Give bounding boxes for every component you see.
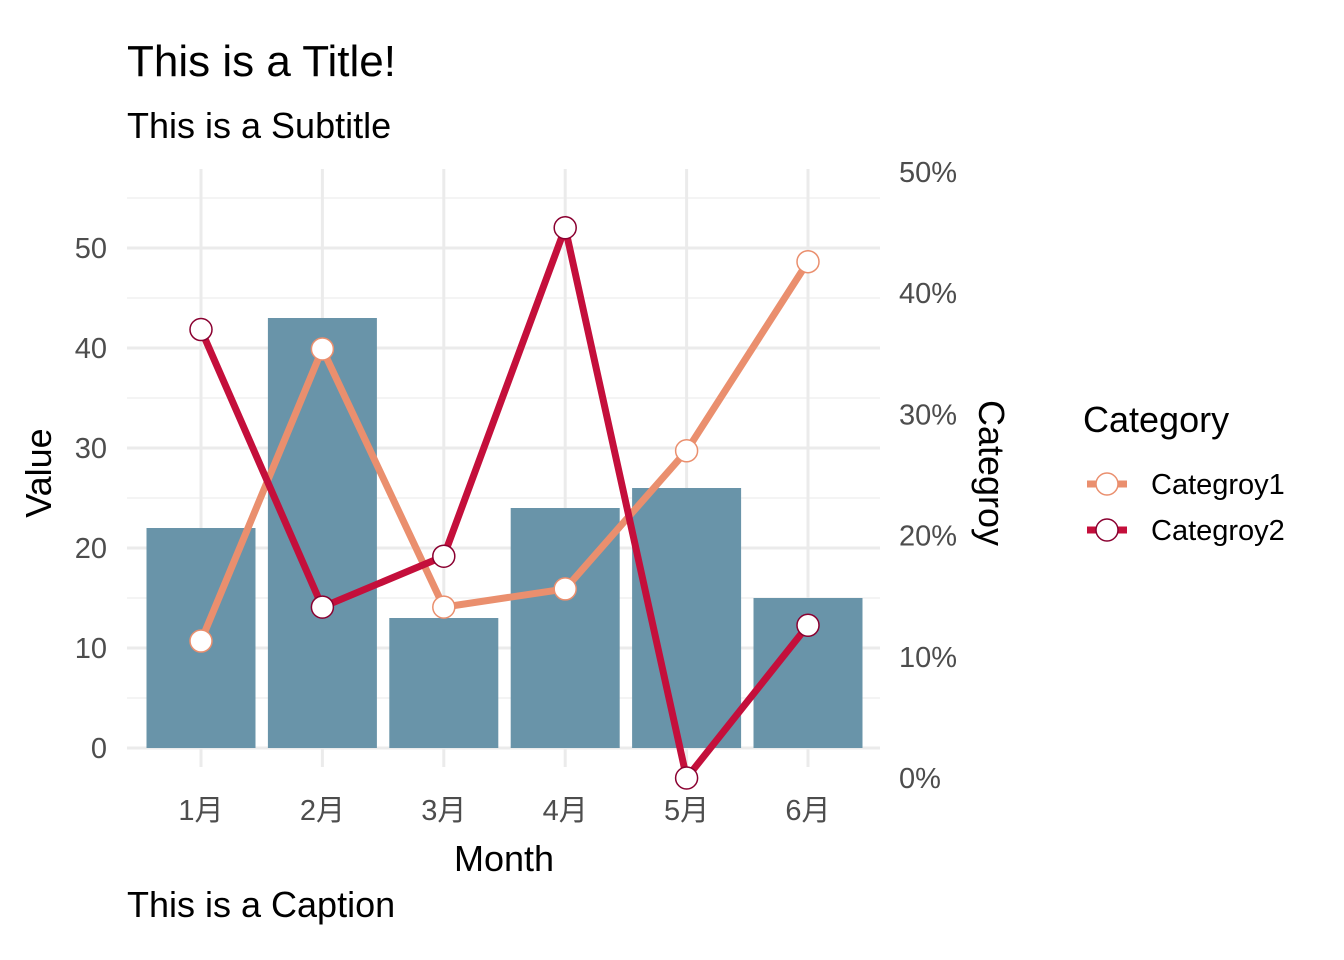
bar-3 — [389, 618, 499, 748]
y2-tick-label: 10% — [899, 642, 957, 674]
x-tick-label: 3月 — [421, 795, 466, 827]
point-series-2-5 — [674, 766, 699, 790]
point-series-2-6 — [796, 613, 820, 638]
x-axis-title: Month — [454, 838, 554, 879]
point-series-2-1 — [189, 317, 213, 342]
point-series-2-4 — [553, 216, 577, 240]
legend-entry-categroy2: Categroy2 — [1087, 515, 1285, 547]
legend-key-point-categroy2 — [1095, 518, 1119, 542]
y2-tick-label: 30% — [899, 399, 957, 431]
y-tick-label: 10 — [75, 633, 107, 665]
point-series-1-6 — [796, 249, 820, 274]
x-tick-label: 4月 — [543, 795, 588, 827]
legend-label-categroy1: Categroy1 — [1151, 469, 1285, 501]
line-series-1 — [197, 259, 811, 643]
chart-caption: This is a Caption — [127, 884, 395, 925]
y2-tick-label: 20% — [899, 521, 957, 553]
bar-2 — [267, 318, 377, 748]
x-tick-label: 5月 — [664, 795, 709, 827]
point-layer — [189, 216, 820, 790]
x-tick-label: 2月 — [300, 795, 345, 827]
y-tick-label: 40 — [75, 333, 107, 365]
legend: Category Categroy1 Categroy2 — [1083, 399, 1285, 547]
chart-subtitle: This is a Subtitle — [127, 105, 391, 146]
point-series-2-3 — [432, 544, 456, 568]
y2-axis-title: Categroy — [971, 400, 1012, 546]
y-tick-label: 50 — [75, 233, 107, 265]
y-tick-label: 20 — [75, 533, 107, 565]
line-series-2 — [197, 215, 811, 786]
x-tick-label: 1月 — [178, 795, 223, 827]
point-series-1-5 — [674, 439, 699, 463]
y2-tick-label: 40% — [899, 278, 957, 310]
chart-title: This is a Title! — [127, 37, 396, 86]
tick-layer: 0 10 20 30 40 50 0% 10% 20% 30% 40% 50% 1月 2月 3月 4月 5月 6月 — [75, 157, 957, 827]
legend-label-categroy2: Categroy2 — [1151, 515, 1285, 547]
y-tick-label: 30 — [75, 433, 107, 465]
legend-entry-categroy1: Categroy1 — [1087, 469, 1285, 501]
y2-tick-label: 50% — [899, 157, 957, 189]
y-axis-title: Value — [18, 428, 59, 517]
point-series-1-4 — [553, 577, 577, 601]
line-layer — [197, 215, 811, 786]
legend-title: Category — [1083, 399, 1229, 440]
point-series-1-3 — [432, 595, 456, 619]
legend-key-point-categroy1 — [1095, 472, 1119, 496]
y-tick-label: 0 — [91, 733, 107, 765]
y2-tick-label: 0% — [899, 763, 941, 795]
point-series-2-2 — [310, 595, 335, 619]
point-series-1-2 — [310, 337, 335, 361]
point-series-1-1 — [189, 629, 213, 653]
x-tick-label: 6月 — [785, 795, 830, 827]
